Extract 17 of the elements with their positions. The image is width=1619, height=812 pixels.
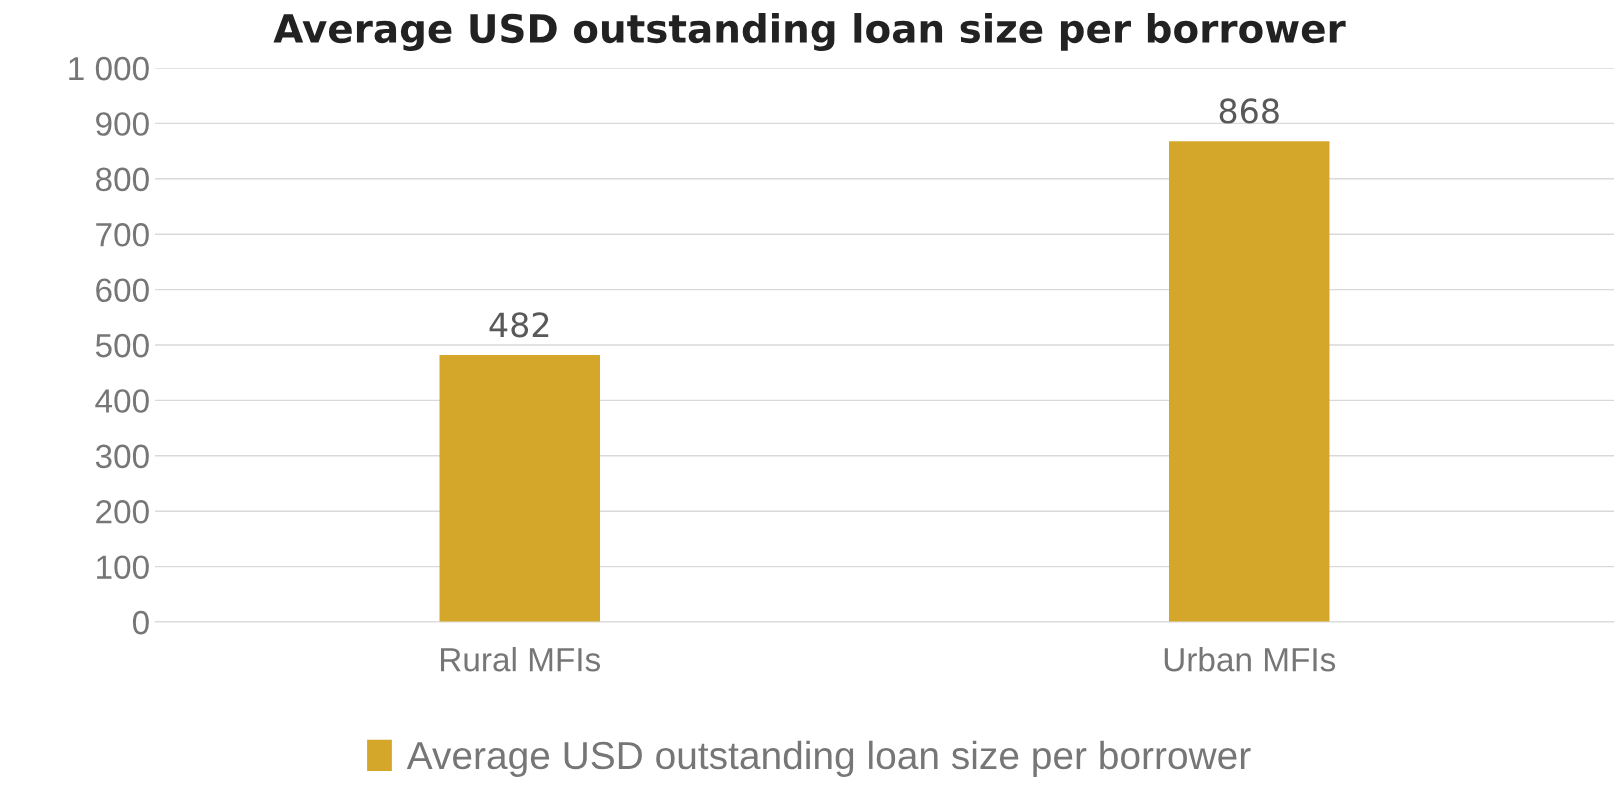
y-tick-label: 700 (96, 223, 149, 247)
y-tick-label: 1 000 (69, 56, 149, 81)
y-tick-label: 600 (96, 278, 149, 303)
x-tick-label: Urban MFIs (1164, 647, 1336, 672)
y-tick-label: 400 (95, 389, 149, 413)
y-tick-label: 900 (96, 112, 149, 136)
chart-title: Average USD outstanding loan size per borrower (273, 13, 1346, 51)
x-tick-label: Rural MFIs (441, 647, 601, 672)
data-label: 482 (489, 312, 549, 338)
y-tick-label: 0 (132, 610, 149, 635)
y-tick-label: 300 (95, 444, 149, 469)
legend-label: Average USD outstanding loan size per borrower (406, 740, 1251, 777)
data-label: 868 (1219, 98, 1279, 124)
y-tick-label: 800 (95, 167, 149, 192)
y-tick-label: 500 (95, 333, 149, 358)
y-tick-label: 100 (97, 555, 149, 580)
y-tick-label: 200 (96, 500, 149, 524)
